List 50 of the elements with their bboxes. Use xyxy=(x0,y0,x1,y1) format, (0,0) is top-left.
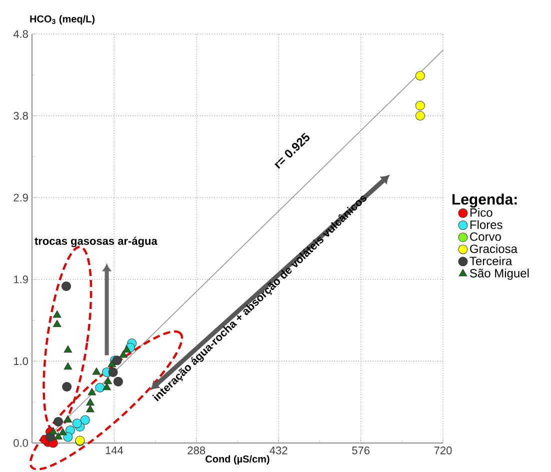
x-tick-label: 144 xyxy=(106,446,124,454)
point xyxy=(119,350,128,358)
annotation: trocas gasosas ar-água xyxy=(34,236,158,248)
point xyxy=(88,388,96,396)
point xyxy=(95,382,105,392)
point xyxy=(64,415,72,422)
point xyxy=(92,368,101,375)
y-tick-label: 0.0 xyxy=(14,439,28,447)
point xyxy=(113,376,123,386)
point xyxy=(54,416,64,426)
legend-label: Pico xyxy=(470,208,492,217)
point xyxy=(62,382,72,392)
point xyxy=(415,71,425,80)
point xyxy=(108,368,118,378)
y-tick-label: 3.8 xyxy=(14,112,28,120)
point xyxy=(86,398,94,406)
point xyxy=(64,362,72,370)
point xyxy=(48,427,58,434)
legend-label: Corvo xyxy=(470,232,501,241)
y-tick-label: 1.0 xyxy=(14,357,28,366)
point xyxy=(80,415,90,425)
point xyxy=(108,360,116,368)
x-tick-label: 288 xyxy=(188,446,206,454)
x-tick-label: 720 xyxy=(434,446,452,454)
point xyxy=(102,382,111,390)
point xyxy=(415,111,425,121)
legend-label: Terceira xyxy=(470,256,512,266)
y-tick-label: 2.9 xyxy=(14,194,28,202)
point xyxy=(122,345,131,353)
point xyxy=(72,418,82,428)
legend-title: Legenda: xyxy=(452,194,517,208)
x-tick-label: 432 xyxy=(270,446,288,454)
point xyxy=(62,281,72,291)
x-axis-title: Cond (µS/cm) xyxy=(206,455,270,465)
y-axis-title: HCO$_{3}$ (meq/L) xyxy=(30,15,95,24)
point xyxy=(104,376,112,384)
legend-label: Flores xyxy=(470,220,502,229)
legend-label: São Miguel xyxy=(470,268,529,280)
point xyxy=(415,100,425,110)
x-tick-label: 576 xyxy=(352,446,370,454)
point xyxy=(52,320,62,328)
point xyxy=(86,405,94,412)
legend-label: Graciosa xyxy=(470,244,518,254)
point xyxy=(63,432,73,442)
y-tick-label: 1.9 xyxy=(14,276,28,284)
point xyxy=(54,432,62,440)
y-tick-label: 4.8 xyxy=(13,30,28,38)
point xyxy=(52,310,62,318)
point xyxy=(58,428,67,436)
point xyxy=(64,345,72,353)
